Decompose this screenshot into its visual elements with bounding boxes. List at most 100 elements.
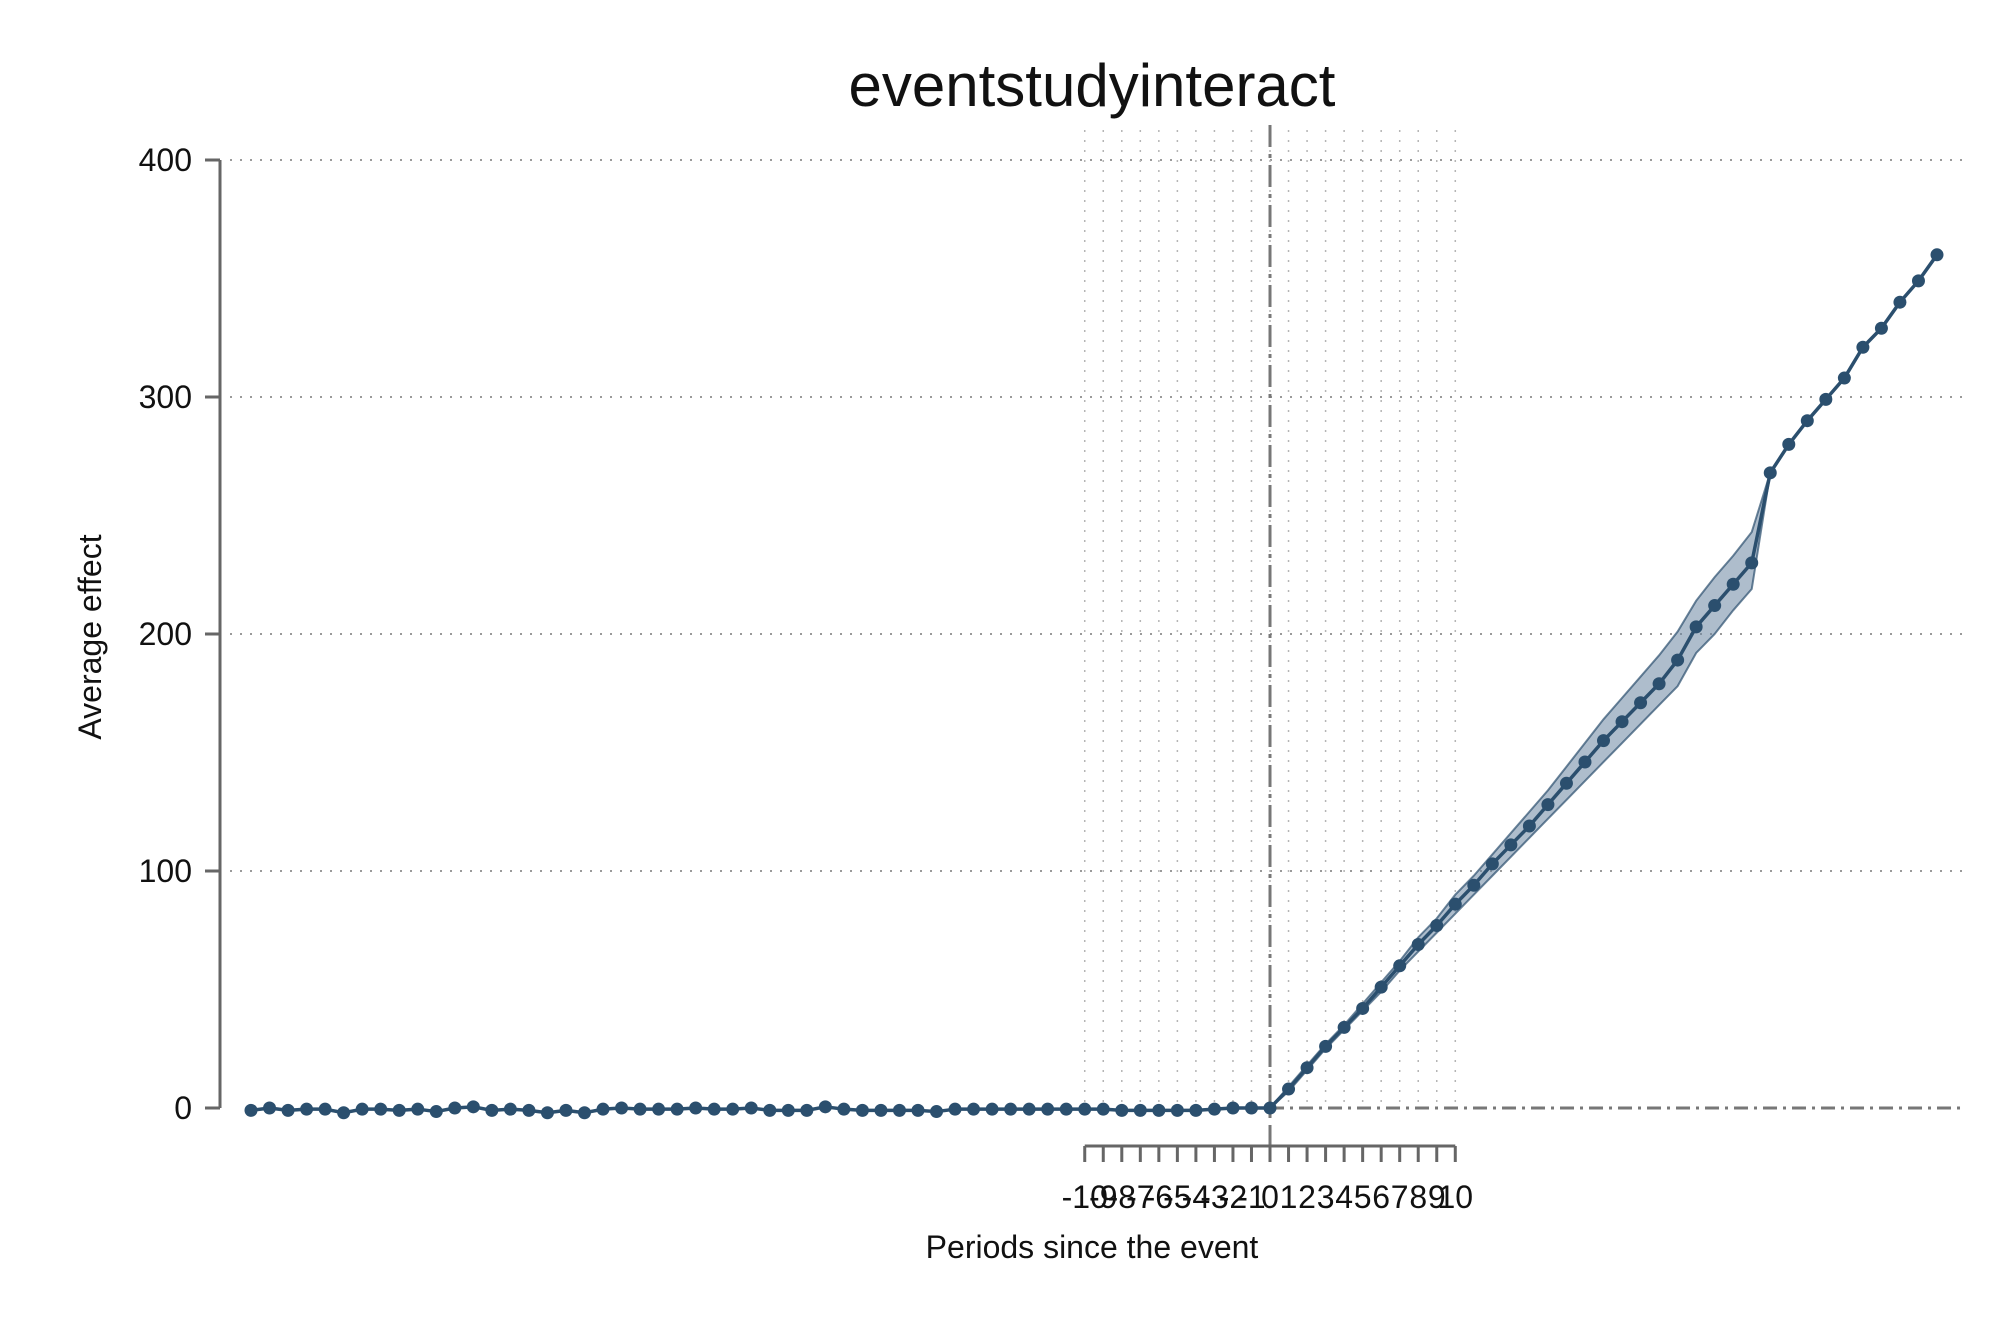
data-point (726, 1102, 740, 1116)
data-point (1874, 321, 1888, 335)
data-point (1115, 1103, 1129, 1117)
data-point (1207, 1102, 1221, 1116)
data-point (1893, 295, 1907, 309)
x-tick-label: -2 (1219, 1179, 1247, 1215)
data-point (837, 1102, 851, 1116)
data-point (540, 1106, 554, 1120)
data-point (374, 1102, 388, 1116)
data-point (318, 1102, 332, 1116)
data-point (1244, 1101, 1258, 1115)
data-point (485, 1103, 499, 1117)
y-tick-label: 300 (139, 379, 192, 415)
data-point (744, 1101, 758, 1115)
data-point (855, 1103, 869, 1117)
y-tick-label: 400 (139, 142, 192, 178)
data-point (1615, 715, 1629, 729)
data-point (1041, 1102, 1055, 1116)
data-point (1671, 653, 1685, 667)
data-point (1430, 919, 1444, 933)
x-tick-label: -6 (1145, 1179, 1173, 1215)
data-point (652, 1102, 666, 1116)
data-point (1800, 414, 1814, 428)
x-tick-label: 5 (1354, 1179, 1372, 1215)
data-point (448, 1101, 462, 1115)
data-point (1911, 274, 1925, 288)
data-point (1374, 980, 1388, 994)
data-point (1337, 1020, 1351, 1034)
x-tick-label: 7 (1391, 1179, 1409, 1215)
data-point (1356, 1001, 1370, 1015)
data-point (281, 1103, 295, 1117)
y-tick-label: 100 (139, 853, 192, 889)
data-point (892, 1103, 906, 1117)
data-point (1652, 677, 1666, 691)
data-point (1300, 1061, 1314, 1075)
data-point (1578, 755, 1592, 769)
data-point (263, 1101, 277, 1115)
data-point (355, 1102, 369, 1116)
data-point (1022, 1102, 1036, 1116)
data-point (1485, 857, 1499, 871)
x-tick-label: 9 (1428, 1179, 1446, 1215)
data-point (1226, 1101, 1240, 1115)
data-point (763, 1103, 777, 1117)
data-point (633, 1102, 647, 1116)
x-tick-label: -4 (1182, 1179, 1210, 1215)
series-layer (244, 248, 1944, 1120)
x-tick-label: 1 (1280, 1179, 1298, 1215)
data-point (1763, 466, 1777, 480)
confidence-band-layer (250, 254, 1938, 1114)
x-tick-label: 10 (1437, 1179, 1473, 1215)
x-tick-label: 0 (1261, 1179, 1279, 1215)
data-point (522, 1103, 536, 1117)
x-tick-label: -8 (1108, 1179, 1136, 1215)
data-point (503, 1102, 517, 1116)
data-point (1634, 696, 1648, 710)
data-point (1170, 1103, 1184, 1117)
data-point (1856, 340, 1870, 354)
data-point (596, 1102, 610, 1116)
series-line (250, 253, 1939, 1115)
data-point (1782, 437, 1796, 451)
data-point (1263, 1101, 1277, 1115)
data-point (874, 1103, 888, 1117)
data-point (1522, 819, 1536, 833)
data-point (1726, 577, 1740, 591)
data-point (818, 1100, 832, 1114)
data-point (244, 1103, 258, 1117)
chart-title: eventstudyinteract (849, 52, 1336, 119)
data-point (707, 1102, 721, 1116)
x-axis-label: Periods since the event (926, 1229, 1259, 1265)
data-point (911, 1103, 925, 1117)
data-point (1504, 838, 1518, 852)
x-tick-label: -10 (1062, 1179, 1108, 1215)
data-point (800, 1103, 814, 1117)
data-point (930, 1105, 944, 1119)
y-tick-label: 200 (139, 616, 192, 652)
data-point (300, 1102, 314, 1116)
data-point (1189, 1103, 1203, 1117)
data-point (1152, 1103, 1166, 1117)
data-point (1541, 798, 1555, 812)
data-point (948, 1102, 962, 1116)
data-point (559, 1103, 573, 1117)
x-tick-label: -5 (1163, 1179, 1191, 1215)
data-point (1708, 599, 1722, 613)
data-point (466, 1100, 480, 1114)
data-point (1319, 1039, 1333, 1053)
x-tick-label: 4 (1335, 1179, 1353, 1215)
data-point (615, 1101, 629, 1115)
x-tick-label: -1 (1237, 1179, 1265, 1215)
data-point (577, 1106, 591, 1120)
axes-layer (205, 125, 1965, 1162)
x-tick-label: -7 (1126, 1179, 1154, 1215)
x-tick-label: 2 (1298, 1179, 1316, 1215)
x-tick-label: -3 (1200, 1179, 1228, 1215)
data-point (1096, 1102, 1110, 1116)
data-point (985, 1102, 999, 1116)
data-point (411, 1102, 425, 1116)
data-point (670, 1102, 684, 1116)
data-point (967, 1102, 981, 1116)
